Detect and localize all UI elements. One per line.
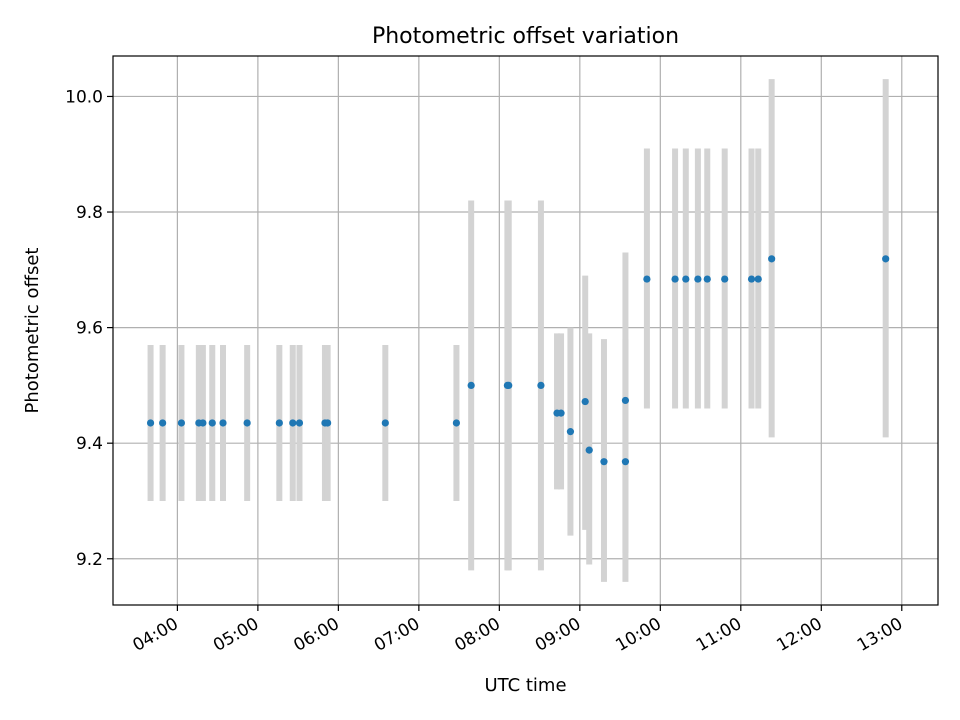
- data-point: [557, 409, 565, 417]
- data-points: [146, 255, 890, 466]
- data-point: [537, 381, 545, 389]
- data-point: [694, 275, 702, 283]
- data-point: [768, 255, 776, 263]
- y-axis-label: Photometric offset: [22, 248, 43, 414]
- data-point: [882, 255, 890, 263]
- data-point: [208, 419, 216, 427]
- data-point: [754, 275, 762, 283]
- data-point: [682, 275, 690, 283]
- data-point: [671, 275, 679, 283]
- data-point: [566, 428, 575, 436]
- data-point: [275, 419, 283, 427]
- data-point: [381, 419, 389, 427]
- chart-title: Photometric offset variation: [372, 24, 679, 49]
- data-point: [295, 419, 304, 427]
- plot-area-frame: [112, 55, 939, 606]
- data-point: [703, 275, 711, 283]
- data-point: [199, 419, 207, 427]
- data-point: [146, 419, 155, 427]
- data-point: [585, 446, 593, 454]
- data-point: [243, 419, 251, 427]
- data-point: [324, 419, 332, 427]
- data-point: [621, 458, 630, 466]
- y-tick-label: 9.2: [76, 550, 103, 570]
- data-point: [721, 275, 729, 283]
- grid: [113, 56, 938, 605]
- data-point: [621, 396, 630, 405]
- data-point: [159, 419, 167, 427]
- y-tick-label: 9.6: [76, 319, 103, 339]
- data-point: [467, 381, 475, 389]
- data-point: [219, 419, 227, 427]
- data-point: [289, 419, 297, 427]
- data-point: [600, 458, 608, 466]
- data-point: [643, 275, 651, 283]
- data-point: [452, 419, 461, 427]
- data-point: [581, 397, 589, 406]
- y-tick-label: 9.4: [76, 434, 103, 454]
- data-point: [505, 381, 513, 389]
- y-tick-label: 9.8: [76, 203, 103, 223]
- data-point: [747, 275, 756, 283]
- y-tick-label: 10.0: [65, 87, 103, 107]
- x-axis-label: UTC time: [484, 675, 566, 696]
- data-point: [177, 419, 186, 427]
